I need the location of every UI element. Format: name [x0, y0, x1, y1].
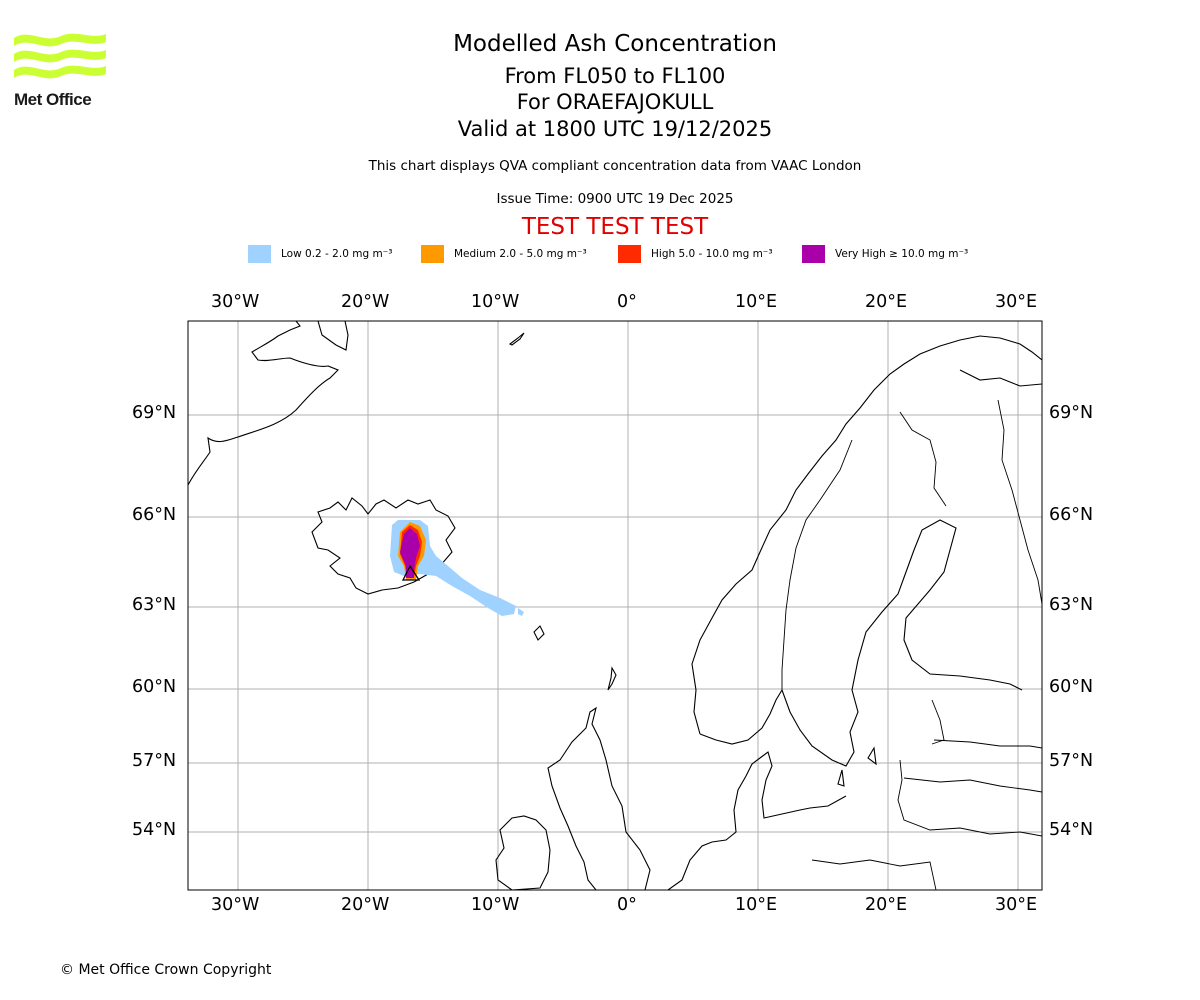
coast-faroe: [533, 625, 545, 641]
issue-time: Issue Time: 0900 UTC 19 Dec 2025: [496, 191, 734, 207]
coast-jan-mayen: [508, 332, 525, 346]
met-office-logo-waves: [14, 33, 106, 79]
border-baltics-mid: [933, 739, 1042, 749]
test-banner: TEST TEST TEST: [521, 214, 709, 240]
lat-tick-right-69n: 69°N: [1049, 403, 1094, 423]
lon-tick-top-30e: 30°E: [995, 292, 1038, 312]
lon-tick-top-10e: 10°E: [735, 292, 778, 312]
coast-shetland: [607, 666, 617, 691]
legend-label-high: High 5.0 - 10.0 mg m⁻³: [651, 248, 773, 260]
border-sweden-finland: [899, 411, 947, 507]
legend-swatch-high: [618, 245, 641, 263]
lon-tick-bottom-30w: 30°W: [211, 895, 260, 915]
lon-tick-bottom-0: 0°: [617, 895, 637, 915]
lon-tick-top-20w: 20°W: [341, 292, 390, 312]
ash-low-patch: [518, 608, 524, 616]
coast-gotland: [867, 746, 877, 766]
coast-kola: [959, 369, 1042, 387]
legend-label-very-high: Very High ≥ 10.0 mg m⁻³: [835, 248, 969, 260]
lon-tick-bottom-30e: 30°E: [995, 895, 1038, 915]
legend-item-medium: Medium 2.0 - 5.0 mg m⁻³: [421, 244, 587, 264]
ash-plume: [390, 520, 524, 616]
border-baltics-south: [903, 777, 1042, 793]
lat-tick-right-57n: 57°N: [1049, 751, 1094, 771]
gridlines: [188, 321, 1042, 890]
border-norway-sweden: [781, 439, 853, 690]
lon-tick-top-20e: 20°E: [865, 292, 908, 312]
lat-tick-left-63n: 63°N: [132, 595, 177, 615]
lon-tick-bottom-20e: 20°E: [865, 895, 908, 915]
legend-swatch-medium: [421, 245, 444, 263]
lat-tick-left-66n: 66°N: [132, 505, 177, 525]
coast-oland: [837, 769, 845, 787]
legend-swatch-very-high: [802, 245, 825, 263]
copyright: © Met Office Crown Copyright: [60, 962, 272, 978]
valid-time: Valid at 1800 UTC 19/12/2025: [457, 117, 773, 141]
coast-norway: [691, 335, 1042, 735]
lat-tick-left-60n: 60°N: [132, 677, 177, 697]
legend-item-very-high: Very High ≥ 10.0 mg m⁻³: [802, 244, 968, 264]
volcano-marker: [401, 564, 421, 581]
ash-very-high: [400, 528, 420, 578]
legend-label-low: Low 0.2 - 2.0 mg m⁻³: [281, 248, 393, 260]
coast-estonia: [931, 699, 945, 745]
map-frame: [187, 320, 1043, 891]
coast-baltic: [781, 519, 1023, 767]
lat-tick-right-60n: 60°N: [1049, 677, 1094, 697]
coastlines: [188, 321, 1042, 890]
lon-tick-bottom-20w: 20°W: [341, 895, 390, 915]
coast-greenland-fjord: [317, 321, 349, 351]
coast-norway-south: [699, 689, 783, 745]
lat-tick-right-54n: 54°N: [1049, 820, 1094, 840]
border-finland-russia: [997, 399, 1042, 605]
coast-greenland: [188, 321, 339, 486]
coast-ireland: [495, 815, 551, 890]
legend-label-medium: Medium 2.0 - 5.0 mg m⁻³: [454, 248, 587, 260]
lat-tick-right-66n: 66°N: [1049, 505, 1094, 525]
chart-title: Modelled Ash Concentration: [453, 31, 777, 57]
lat-tick-left-57n: 57°N: [132, 751, 177, 771]
legend-item-high: High 5.0 - 10.0 mg m⁻³: [618, 244, 773, 264]
lon-tick-top-10w: 10°W: [471, 292, 520, 312]
coast-continent: [667, 751, 847, 890]
legend-swatch-low: [248, 245, 271, 263]
border-poland: [897, 759, 1042, 837]
lat-tick-left-54n: 54°N: [132, 820, 177, 840]
lon-tick-top-0: 0°: [617, 292, 637, 312]
flight-levels: From FL050 to FL100: [504, 64, 726, 88]
lon-tick-bottom-10e: 10°E: [735, 895, 778, 915]
logo-text: Met Office: [14, 90, 92, 109]
coast-great-britain: [547, 706, 651, 890]
lat-tick-left-69n: 69°N: [132, 403, 177, 423]
volcano-name: For ORAEFAJOKULL: [516, 90, 714, 114]
met-office-logo: Met Office: [14, 30, 109, 112]
legend-item-low: Low 0.2 - 2.0 mg m⁻³: [248, 244, 392, 264]
coast-iceland: [311, 497, 456, 595]
lon-tick-top-30w: 30°W: [211, 292, 260, 312]
lat-tick-right-63n: 63°N: [1049, 595, 1094, 615]
description: This chart displays QVA compliant concen…: [368, 158, 862, 174]
border-germany-poland: [811, 859, 937, 890]
lon-tick-bottom-10w: 10°W: [471, 895, 520, 915]
